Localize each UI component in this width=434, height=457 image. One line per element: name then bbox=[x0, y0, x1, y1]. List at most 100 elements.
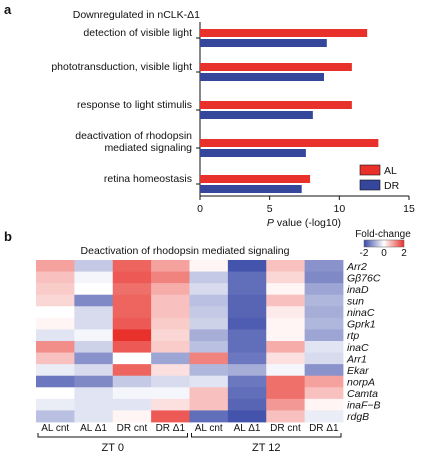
heatmap-cell bbox=[112, 410, 152, 423]
bar-dr bbox=[200, 185, 302, 193]
heatmap-cell bbox=[112, 271, 152, 284]
gene-label: Ekar bbox=[347, 365, 369, 377]
bar-chart-title: Downregulated in nCLK-Δ1 bbox=[73, 9, 200, 21]
heatmap-cell bbox=[304, 352, 344, 365]
heatmap-cell bbox=[112, 283, 152, 296]
heatmap-cell bbox=[36, 364, 75, 377]
heatmap-cell bbox=[151, 410, 190, 423]
panel-b-letter: b bbox=[4, 229, 12, 244]
heatmap-cell bbox=[74, 294, 114, 307]
heatmap-cell bbox=[112, 329, 152, 342]
heatmap-cell bbox=[266, 260, 306, 272]
heatmap-cell bbox=[227, 306, 267, 319]
heatmap-cell bbox=[151, 375, 190, 388]
heatmap-cell bbox=[74, 283, 114, 296]
category-label: response to light stimulis bbox=[77, 99, 192, 111]
heatmap-cell bbox=[189, 283, 229, 296]
heatmap-cell bbox=[189, 329, 229, 342]
heatmap-cell bbox=[189, 364, 229, 377]
heatmap-cell bbox=[112, 260, 152, 272]
heatmap-cell bbox=[266, 410, 306, 423]
heatmap-cell bbox=[36, 352, 75, 365]
heatmap-cell bbox=[304, 306, 344, 319]
group-label: ZT 0 bbox=[102, 442, 124, 454]
legend-swatch-dr bbox=[359, 179, 381, 191]
heatmap-cell bbox=[266, 398, 306, 411]
heatmap-cell bbox=[36, 260, 75, 272]
heatmap-cell bbox=[74, 260, 114, 272]
gene-label: Camta bbox=[347, 388, 378, 400]
heatmap-cell bbox=[112, 306, 152, 319]
heatmap-cell bbox=[74, 375, 114, 388]
heatmap-cell bbox=[304, 271, 344, 284]
heatmap-cell bbox=[189, 271, 229, 284]
gene-label: sun bbox=[347, 296, 364, 308]
heatmap-cell bbox=[112, 294, 152, 307]
heatmap-cell bbox=[151, 283, 190, 296]
gene-label: norpA bbox=[347, 377, 375, 389]
heatmap-cell bbox=[189, 260, 229, 272]
heatmap-cell bbox=[112, 364, 152, 377]
heatmap-cell bbox=[227, 375, 267, 388]
gene-label: inaF−B bbox=[347, 400, 381, 412]
colorbar-tick-label: 2 bbox=[401, 248, 407, 259]
legend-label-dr: DR bbox=[384, 180, 400, 192]
column-label: AL Δ1 bbox=[234, 423, 261, 434]
heatmap-cell bbox=[74, 364, 114, 377]
gene-label: Arr2 bbox=[346, 261, 367, 273]
column-label: DR cnt bbox=[117, 423, 148, 434]
heatmap-cell bbox=[112, 375, 152, 388]
heatmap-cell bbox=[36, 329, 75, 342]
category-label: retina homeostasis bbox=[104, 173, 192, 185]
legend-label-al: AL bbox=[384, 165, 397, 177]
heatmap-cell bbox=[36, 398, 75, 411]
colorbar-tick-label: -2 bbox=[360, 248, 369, 259]
heatmap-cell bbox=[74, 352, 114, 365]
bar-al bbox=[200, 29, 368, 37]
heatmap-cell bbox=[304, 398, 344, 411]
heatmap-cell bbox=[227, 364, 267, 377]
heatmap-cell bbox=[266, 329, 306, 342]
colorbar-tick-label: 0 bbox=[381, 248, 387, 259]
heatmap-cell bbox=[304, 375, 344, 388]
bar-dr bbox=[200, 73, 325, 81]
heatmap-cell bbox=[304, 329, 344, 342]
legend-swatch-al bbox=[359, 164, 381, 176]
heatmap-cell bbox=[151, 306, 190, 319]
gene-label: inaC bbox=[347, 342, 369, 354]
heatmap-cell bbox=[189, 387, 229, 400]
colorbar-label: Fold-change bbox=[355, 229, 411, 240]
panel-a-letter: a bbox=[4, 2, 12, 17]
heatmap-cell bbox=[189, 341, 229, 353]
heatmap-cell bbox=[189, 352, 229, 365]
bar-dr bbox=[200, 111, 313, 119]
heatmap-cell bbox=[227, 352, 267, 365]
heatmap-cell bbox=[189, 410, 229, 423]
heatmap-cell bbox=[36, 317, 75, 330]
heatmap-cell bbox=[151, 387, 190, 400]
bar-al bbox=[200, 175, 311, 183]
heatmap-cell bbox=[36, 410, 75, 423]
heatmap-cell bbox=[36, 306, 75, 319]
heatmap-cell bbox=[74, 341, 114, 353]
bar-al bbox=[200, 63, 352, 71]
heatmap-cell bbox=[151, 294, 190, 307]
heatmap-cell bbox=[74, 410, 114, 423]
group-bracket bbox=[191, 433, 342, 438]
heatmap-cell bbox=[189, 317, 229, 330]
gene-label: rdgB bbox=[347, 411, 369, 423]
heatmap-cell bbox=[266, 306, 306, 319]
gene-label: Arr1 bbox=[346, 353, 367, 365]
colorbar bbox=[363, 239, 405, 248]
category-label: detection of visible light bbox=[83, 27, 192, 39]
column-label: DR cnt bbox=[270, 423, 301, 434]
heatmap-cell bbox=[266, 387, 306, 400]
heatmap-cell bbox=[36, 271, 75, 284]
heatmap-cell bbox=[151, 317, 190, 330]
heatmap-cell bbox=[36, 341, 75, 353]
heatmap-title: Deactivation of rhodopsin mediated signa… bbox=[81, 245, 290, 257]
heatmap-cell bbox=[227, 283, 267, 296]
heatmap-cell bbox=[266, 283, 306, 296]
heatmap-cell bbox=[266, 294, 306, 307]
heatmap-cell bbox=[151, 398, 190, 411]
